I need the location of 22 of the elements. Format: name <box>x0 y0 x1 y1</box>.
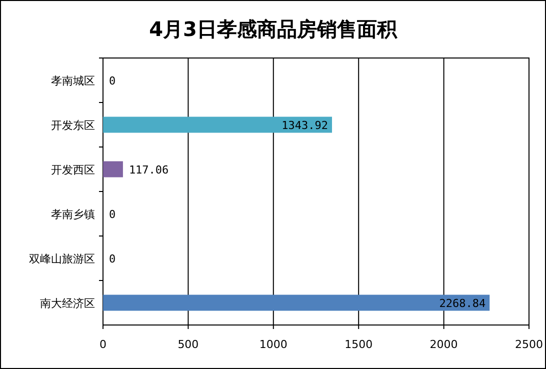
bar <box>103 294 490 311</box>
chart-title: 4月3日孝感商品房销售面积 <box>149 17 398 41</box>
data-label: 0 <box>109 74 116 88</box>
y-tick-label: 南大经济区 <box>40 296 95 310</box>
y-tick-label: 开发东区 <box>51 118 95 132</box>
y-tick-label: 双峰山旅游区 <box>29 252 95 266</box>
x-tick-label: 1000 <box>259 338 288 351</box>
y-tick-label: 孝南乡镇 <box>51 208 95 221</box>
data-label: 0 <box>109 208 116 221</box>
data-label: 0 <box>109 252 116 266</box>
bar <box>103 116 332 133</box>
y-tick-label: 孝南城区 <box>51 74 95 88</box>
x-tick-label: 0 <box>100 338 106 351</box>
y-tick-label: 开发西区 <box>51 163 95 176</box>
data-label: 1343.92 <box>282 118 328 132</box>
bar <box>103 161 123 178</box>
x-tick-label: 2500 <box>515 338 543 351</box>
data-label: 2268.84 <box>439 296 486 310</box>
x-tick-label: 1500 <box>344 338 373 351</box>
x-tick-label: 500 <box>178 338 199 351</box>
x-tick-label: 2000 <box>430 338 458 351</box>
data-label: 117.06 <box>128 163 169 176</box>
